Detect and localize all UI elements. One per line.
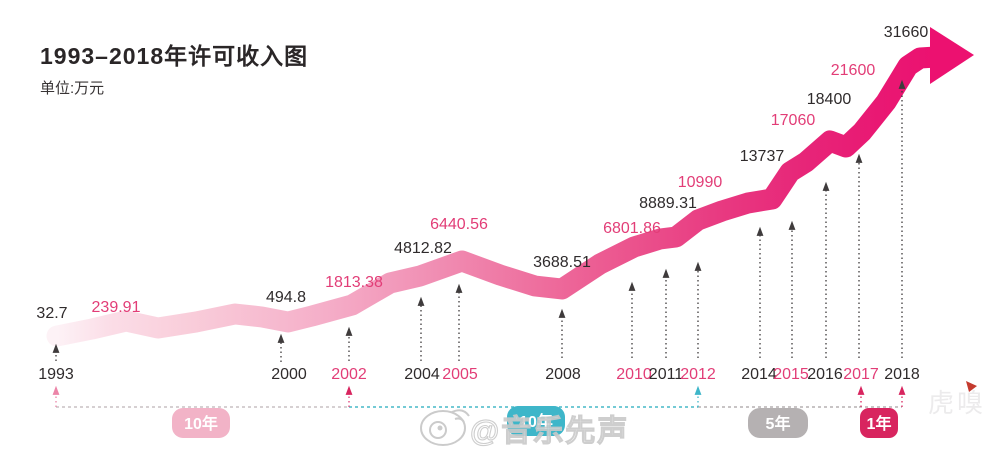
period-badge-5y-gray — [748, 408, 808, 438]
value-label: 1813.38 — [325, 274, 383, 291]
period-timeline: 10年 10年 5年 1年 — [52, 385, 906, 438]
value-label: 494.8 — [266, 289, 306, 306]
period-badge-label: 5年 — [766, 414, 791, 433]
weibo-icon — [420, 409, 470, 446]
year-labels: 1993 2000 2002 2004 2005 2008 2010 2011 … — [38, 366, 920, 383]
period-badge-label: 1年 — [867, 414, 892, 433]
period-badge-label: 10年 — [184, 414, 218, 433]
value-label: 3688.51 — [533, 254, 591, 271]
year-label: 2016 — [807, 366, 843, 383]
year-label: 1993 — [38, 366, 74, 383]
value-label: 6801.86 — [603, 220, 661, 237]
weibo-handle-text: @音乐先声 — [470, 415, 629, 448]
value-labels: 32.7 239.91 494.8 1813.38 4812.82 6440.5… — [36, 24, 928, 322]
value-label: 4812.82 — [394, 240, 452, 257]
year-label: 2002 — [331, 366, 367, 383]
revenue-ribbon — [46, 46, 947, 347]
year-label: 2014 — [741, 366, 777, 383]
year-label: 2005 — [442, 366, 478, 383]
year-label: 2008 — [545, 366, 581, 383]
period-badge-10y-pink — [172, 408, 230, 438]
year-label: 2010 — [616, 366, 652, 383]
year-label: 2018 — [884, 366, 920, 383]
year-label: 2015 — [773, 366, 809, 383]
value-label: 239.91 — [92, 299, 141, 316]
value-label: 31660 — [884, 24, 929, 41]
value-label: 32.7 — [36, 305, 67, 322]
huxiu-watermark: 虎嗅 — [928, 381, 986, 418]
value-label: 10990 — [678, 174, 723, 191]
year-arrows — [52, 79, 906, 362]
year-label: 2004 — [404, 366, 440, 383]
value-label: 6440.56 — [430, 216, 488, 233]
period-badge-label: 10年 — [519, 412, 553, 431]
period-badge-10y-teal — [507, 406, 565, 436]
value-label: 18400 — [807, 91, 852, 108]
huxiu-text: 虎嗅 — [928, 388, 986, 418]
year-label: 2000 — [271, 366, 307, 383]
ribbon-arrowhead-icon — [930, 27, 974, 84]
value-label: 21600 — [831, 62, 876, 79]
period-badge-1y-crimson — [860, 408, 898, 438]
unit-label: 单位:万元 — [40, 80, 104, 97]
value-label: 13737 — [740, 148, 785, 165]
weibo-watermark: @音乐先声 — [420, 409, 629, 449]
value-label: 8889.31 — [639, 195, 697, 212]
year-label: 2012 — [680, 366, 716, 383]
page-title: 1993–2018年许可收入图 — [40, 43, 308, 69]
value-label: 17060 — [771, 112, 816, 129]
year-label: 2011 — [649, 366, 684, 383]
huxiu-bird-icon — [966, 381, 977, 392]
year-label: 2017 — [843, 366, 879, 383]
